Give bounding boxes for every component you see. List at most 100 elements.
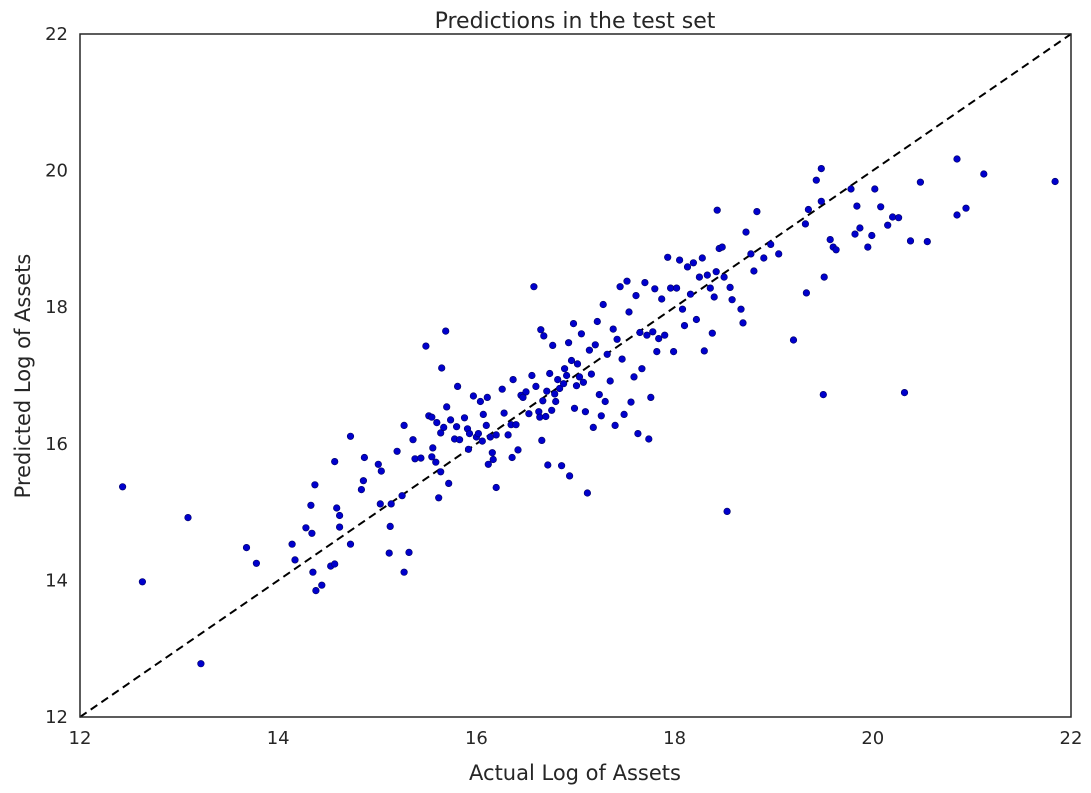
data-point: [712, 268, 720, 276]
data-point: [703, 271, 711, 279]
data-point: [138, 578, 146, 586]
data-point: [440, 423, 448, 432]
data-point: [589, 423, 597, 432]
data-point: [308, 529, 316, 537]
data-point: [573, 360, 582, 368]
data-point: [482, 421, 490, 430]
data-point: [409, 436, 417, 444]
data-point: [492, 483, 500, 492]
data-point: [817, 165, 825, 173]
data-point: [555, 384, 564, 393]
data-point: [546, 369, 554, 378]
data-point: [445, 479, 453, 488]
data-point: [695, 273, 704, 281]
data-point: [530, 283, 538, 291]
data-point: [613, 335, 621, 343]
data-point: [456, 436, 464, 444]
data-point: [871, 185, 879, 193]
data-point: [400, 568, 408, 576]
x-tick-label: 16: [465, 728, 488, 749]
data-point: [570, 404, 579, 412]
data-point: [453, 423, 461, 431]
data-point: [620, 410, 628, 419]
data-point: [184, 513, 192, 522]
data-point: [742, 228, 750, 236]
x-axis-label: Actual Log of Assets: [469, 761, 681, 785]
x-tick-label: 20: [861, 728, 884, 749]
data-point: [623, 277, 631, 285]
x-tick-label: 18: [663, 728, 686, 749]
data-point: [562, 371, 571, 380]
data-point: [683, 263, 692, 271]
data-point: [443, 403, 451, 411]
data-point: [514, 446, 522, 454]
data-point: [288, 540, 296, 548]
data-point: [710, 293, 718, 301]
data-point: [464, 445, 473, 453]
data-point: [819, 391, 827, 399]
data-point: [649, 328, 657, 336]
data-point: [647, 393, 655, 402]
data-point: [579, 378, 588, 386]
x-tick-label: 14: [267, 728, 290, 749]
y-tick-label: 22: [45, 24, 68, 45]
data-point: [802, 289, 811, 297]
data-point: [552, 397, 560, 406]
y-tick-label: 12: [45, 707, 68, 728]
data-point: [417, 454, 425, 462]
data-point: [689, 259, 698, 267]
data-point: [528, 371, 536, 380]
plot-area: [79, 33, 1072, 718]
data-point: [532, 382, 540, 391]
data-point: [728, 296, 736, 304]
data-point: [962, 204, 970, 212]
data-point: [753, 208, 761, 216]
data-point: [636, 328, 644, 337]
data-point: [428, 413, 436, 421]
data-point: [856, 224, 864, 232]
data-point: [336, 523, 344, 531]
data-point: [672, 284, 681, 292]
data-point: [587, 370, 596, 378]
data-point: [428, 453, 436, 461]
data-point: [386, 522, 394, 531]
data-point: [923, 238, 931, 246]
data-point: [625, 308, 633, 316]
data-point: [544, 461, 552, 469]
data-point: [483, 393, 491, 402]
data-point: [577, 330, 586, 338]
data-point: [346, 540, 355, 548]
data-point: [309, 568, 317, 576]
data-point: [706, 284, 714, 292]
y-tick-label: 16: [45, 434, 68, 455]
data-point: [498, 385, 506, 393]
data-point: [675, 256, 684, 264]
data-point: [597, 412, 605, 420]
data-point: [669, 348, 678, 356]
data-point: [387, 500, 395, 508]
data-point: [678, 305, 687, 313]
data-point: [718, 243, 726, 251]
data-point: [357, 486, 366, 494]
data-point: [692, 315, 701, 324]
data-point: [554, 376, 562, 384]
data-point: [333, 504, 341, 512]
data-point: [465, 430, 474, 438]
data-point: [551, 390, 559, 398]
data-point: [478, 437, 486, 445]
data-point: [291, 556, 299, 564]
data-point: [500, 409, 508, 417]
data-point: [916, 178, 925, 186]
data-point: [557, 462, 566, 470]
data-point: [817, 197, 825, 205]
data-point: [661, 331, 669, 339]
data-point: [549, 341, 557, 350]
data-point: [302, 524, 310, 532]
data-point: [360, 453, 369, 462]
data-point: [953, 155, 961, 163]
data-point: [346, 432, 355, 440]
data-point: [700, 347, 708, 355]
data-point: [653, 348, 661, 356]
data-point: [542, 412, 550, 421]
